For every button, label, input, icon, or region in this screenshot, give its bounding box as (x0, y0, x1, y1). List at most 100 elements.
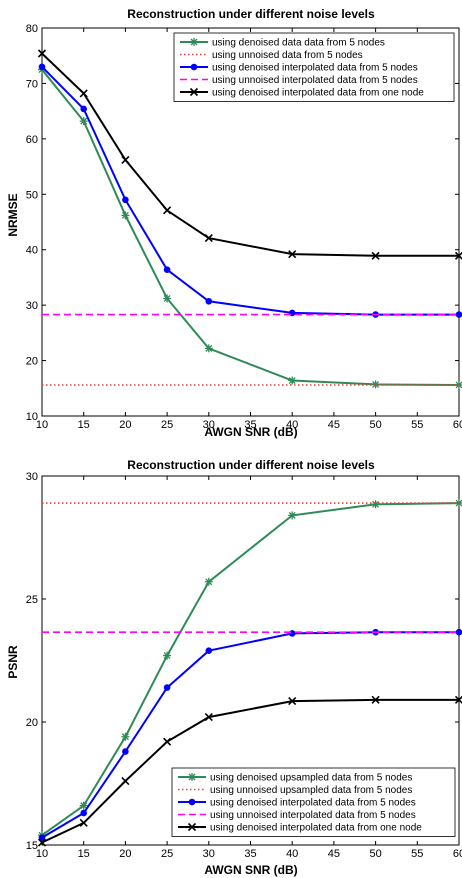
data-point (371, 695, 380, 704)
data-point (80, 105, 87, 113)
data-point (163, 266, 171, 273)
x-tick-label: 20 (119, 419, 131, 431)
series-line (41, 68, 460, 386)
legend-label: using denoised interpolated data from on… (212, 88, 424, 99)
y-tick-label: 20 (26, 717, 38, 729)
x-tick-label: 15 (78, 848, 90, 860)
y-tick-label: 40 (26, 245, 38, 257)
legend-marker (188, 798, 196, 806)
y-tick-label: 10 (26, 411, 38, 423)
x-tick-label: 60 (453, 848, 462, 860)
legend-label: using denoised interpolated data from on… (210, 823, 422, 834)
data-point (38, 63, 46, 71)
data-point (454, 695, 462, 704)
chart-nrmse: Reconstruction under different noise lev… (6, 7, 462, 439)
legend-box (171, 767, 456, 837)
legend: using denoised upsampled data from 5 nod… (171, 767, 456, 837)
legend-marker (190, 63, 198, 71)
legend-label: using denoised data data from 5 nodes (212, 38, 385, 49)
data-point (455, 628, 462, 636)
y-tick-label: 60 (26, 134, 38, 146)
x-tick-label: 60 (453, 419, 462, 431)
data-point (121, 776, 130, 786)
x-tick-label: 15 (78, 419, 90, 431)
y-tick-label: 25 (26, 594, 38, 606)
legend-marker (188, 773, 196, 781)
data-point (205, 647, 213, 654)
data-point (37, 49, 47, 58)
data-point (79, 801, 88, 810)
y-tick-label: 50 (26, 189, 38, 201)
legend-marker (189, 87, 199, 97)
series-line (41, 698, 459, 844)
legend-label: using denoised interpolated data from 5 … (210, 798, 416, 809)
y-tick-label: 15 (26, 840, 38, 852)
x-tick-label: 50 (369, 848, 381, 860)
legend-marker (187, 822, 197, 832)
data-point (121, 155, 130, 164)
y-tick-label: 20 (26, 356, 38, 368)
data-point (371, 251, 380, 260)
x-tick-label: 20 (119, 848, 131, 860)
data-point (79, 818, 88, 827)
data-point (122, 196, 129, 204)
data-point (121, 732, 130, 741)
data-point (288, 376, 297, 385)
series-line (41, 52, 459, 257)
series-5 (37, 695, 462, 847)
x-tick-label: 35 (244, 848, 256, 860)
data-point (38, 834, 46, 841)
legend-label: using denoised interpolated data from 5 … (212, 63, 418, 74)
legend-label: using unnoised upsampled data from 5 nod… (210, 785, 412, 796)
data-point (454, 251, 462, 260)
x-tick-label: 45 (328, 419, 340, 431)
data-point (163, 651, 172, 660)
x-tick-label: 35 (244, 419, 256, 431)
x-tick-label: 30 (203, 419, 215, 431)
x-tick-label: 45 (328, 848, 340, 860)
legend-box (173, 32, 455, 102)
y-tick-label: 70 (26, 78, 38, 90)
data-point (371, 380, 380, 389)
x-tick-label: 55 (411, 848, 423, 860)
data-point (455, 311, 462, 318)
series-3 (38, 628, 462, 841)
x-tick-label: 25 (161, 419, 173, 431)
x-tick-label: 40 (286, 848, 298, 860)
series-line (41, 502, 460, 837)
x-tick-label: 55 (411, 419, 423, 431)
data-point (204, 344, 213, 353)
data-point (288, 511, 297, 520)
data-point (204, 234, 213, 243)
chart-title: Reconstruction under different noise lev… (127, 458, 375, 472)
data-point (205, 297, 213, 305)
data-point (37, 838, 47, 847)
x-tick-label: 10 (36, 419, 48, 431)
x-tick-label: 30 (203, 848, 215, 860)
x-tick-label: 40 (286, 419, 298, 431)
legend: using denoised data data from 5 nodes usi… (173, 32, 455, 102)
legend-label: using unnoised interpolated data from 5 … (210, 810, 416, 821)
y-tick-label: 30 (26, 300, 38, 312)
legend-label: using unnoised interpolated data from 5 … (212, 75, 418, 86)
data-point (163, 206, 172, 215)
data-point (371, 500, 380, 509)
y-axis-label: PSNR (6, 645, 20, 679)
y-tick-label: 30 (26, 471, 38, 483)
chart-title: Reconstruction under different noise lev… (127, 7, 375, 21)
data-point (163, 294, 172, 303)
data-point (204, 713, 213, 722)
data-point (288, 250, 297, 259)
legend-label: using denoised upsampled data from 5 nod… (210, 773, 412, 784)
series-1 (38, 65, 462, 389)
series-5 (37, 49, 462, 260)
data-point (80, 809, 87, 817)
x-axis-label: AWGN SNR (dB) (204, 863, 297, 877)
data-point (163, 684, 171, 691)
data-point (288, 630, 296, 637)
data-point (163, 737, 172, 746)
data-point (122, 748, 129, 755)
x-axis-label: AWGN SNR (dB) (204, 425, 297, 439)
data-point (79, 89, 88, 98)
data-point (204, 577, 213, 586)
